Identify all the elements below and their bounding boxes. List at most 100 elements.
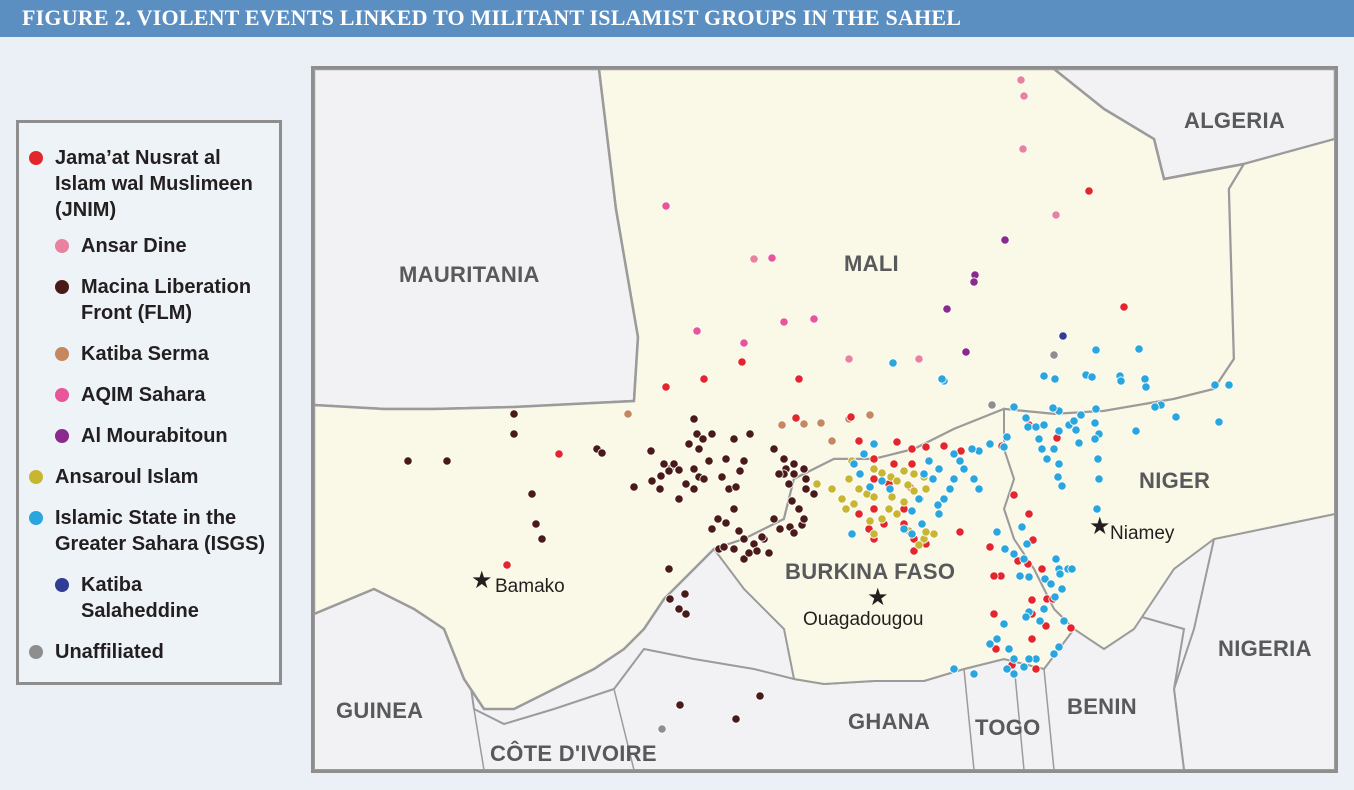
event-dot-isgs bbox=[907, 529, 917, 539]
event-dot-ad bbox=[1019, 91, 1029, 101]
event-dot-jnim bbox=[955, 527, 965, 537]
event-dot-flm bbox=[764, 548, 774, 558]
event-dot-jnim bbox=[985, 542, 995, 552]
legend-swatch-aqim bbox=[55, 388, 69, 402]
legend-swatch-jnim bbox=[29, 151, 43, 165]
event-dot-isgs bbox=[933, 500, 943, 510]
event-dot-flm bbox=[799, 514, 809, 524]
event-dot-jnim bbox=[1027, 634, 1037, 644]
event-dot-ai bbox=[884, 504, 894, 514]
event-dot-flm bbox=[787, 496, 797, 506]
label-guinea: GUINEA bbox=[336, 698, 424, 723]
event-dot-flm bbox=[674, 465, 684, 475]
event-dot-isgs bbox=[849, 459, 859, 469]
event-dot-isgs bbox=[1067, 564, 1077, 574]
event-dot-isgs bbox=[939, 494, 949, 504]
event-dot-isgs bbox=[1023, 422, 1033, 432]
event-dot-flm bbox=[769, 514, 779, 524]
event-dot-isgs bbox=[934, 464, 944, 474]
event-dot-jnim bbox=[699, 374, 709, 384]
event-dot-isgs bbox=[1057, 584, 1067, 594]
event-dot-isgs bbox=[1093, 454, 1103, 464]
event-dot-jnim bbox=[1027, 595, 1037, 605]
label-mali: MALI bbox=[844, 251, 899, 276]
event-dot-isgs bbox=[1000, 544, 1010, 554]
legend-label: Islam wal Muslimeen bbox=[55, 173, 253, 195]
event-dot-jnim bbox=[661, 382, 671, 392]
event-dot-mour bbox=[942, 304, 952, 314]
event-dot-isgs bbox=[1051, 554, 1061, 564]
event-dot-isgs bbox=[1050, 374, 1060, 384]
event-dot-isgs bbox=[1071, 425, 1081, 435]
label-burkina-faso: BURKINA FASO bbox=[785, 559, 956, 584]
legend-label: Katiba Serma bbox=[81, 343, 209, 365]
event-dot-ai bbox=[892, 509, 902, 519]
event-dot-ai bbox=[844, 474, 854, 484]
legend-label: Al Mourabitoun bbox=[81, 425, 228, 447]
event-dot-aqim bbox=[809, 314, 819, 324]
event-dot-isgs bbox=[865, 482, 875, 492]
event-dot-isgs bbox=[924, 456, 934, 466]
capital-star-icon: ★ bbox=[867, 584, 889, 611]
event-dot-isgs bbox=[1034, 434, 1044, 444]
event-dot-isgs bbox=[1002, 664, 1012, 674]
event-dot-isgs bbox=[859, 449, 869, 459]
event-dot-isgs bbox=[1092, 504, 1102, 514]
event-dot-ad bbox=[1018, 144, 1028, 154]
event-dot-isgs bbox=[937, 374, 947, 384]
legend-swatch-katiba-salaheddine bbox=[55, 578, 69, 592]
legend-label: Macina Liberation bbox=[81, 276, 252, 298]
event-dot-isgs bbox=[949, 474, 959, 484]
event-dot-isgs bbox=[1141, 382, 1151, 392]
event-dot-flm bbox=[681, 479, 691, 489]
event-dot-ai bbox=[854, 484, 864, 494]
event-dot-jnim bbox=[989, 609, 999, 619]
event-dot-isgs bbox=[877, 476, 887, 486]
event-dot-flm bbox=[674, 494, 684, 504]
event-dot-flm bbox=[527, 489, 537, 499]
event-dot-flm bbox=[739, 456, 749, 466]
event-dot-mour bbox=[1000, 235, 1010, 245]
event-dot-ks bbox=[865, 410, 875, 420]
event-dot-isgs bbox=[985, 639, 995, 649]
event-dot-ai bbox=[869, 529, 879, 539]
event-dot-ai bbox=[921, 527, 931, 537]
event-dot-aqim bbox=[767, 253, 777, 263]
event-dot-isgs bbox=[917, 519, 927, 529]
event-dot-isgs bbox=[1031, 422, 1041, 432]
event-dot-flm bbox=[769, 444, 779, 454]
event-dot-isgs bbox=[959, 464, 969, 474]
togo-benin-border bbox=[963, 663, 1055, 770]
event-dot-jnim bbox=[909, 546, 919, 556]
event-dot-flm bbox=[403, 456, 413, 466]
event-dot-isgs bbox=[885, 484, 895, 494]
event-dot-flm bbox=[669, 459, 679, 469]
event-dot-jnim bbox=[869, 504, 879, 514]
event-dot-isgs bbox=[1019, 554, 1029, 564]
event-dot-isgs bbox=[1076, 410, 1086, 420]
event-dot-isgs bbox=[1087, 372, 1097, 382]
event-dot-flm bbox=[664, 564, 674, 574]
sahel-map: MAURITANIA MALI ALGERIA NIGER BURKINA FA… bbox=[311, 66, 1338, 773]
event-dot-isgs bbox=[1050, 592, 1060, 602]
legend-label: Islamic State in the bbox=[55, 507, 237, 529]
event-dot-ai bbox=[914, 540, 924, 550]
event-dot-jnim bbox=[554, 449, 564, 459]
event-dot-isgs bbox=[1049, 649, 1059, 659]
event-dot-isgs bbox=[1017, 522, 1027, 532]
city-niamey: Niamey bbox=[1110, 523, 1175, 544]
event-dot-ai bbox=[887, 492, 897, 502]
event-dot-flm bbox=[684, 439, 694, 449]
event-dot-isgs bbox=[1069, 416, 1079, 426]
event-dot-isgs bbox=[869, 439, 879, 449]
legend-swatch-isgs bbox=[29, 511, 43, 525]
event-dot-flm bbox=[707, 429, 717, 439]
event-dot-ai bbox=[909, 486, 919, 496]
legend-label: Unaffiliated bbox=[55, 641, 164, 663]
legend-swatch-flm bbox=[55, 280, 69, 294]
legend-label: Salaheddine bbox=[81, 600, 199, 622]
event-dot-isgs bbox=[1035, 616, 1045, 626]
event-dot-un bbox=[987, 400, 997, 410]
event-dot-flm bbox=[775, 524, 785, 534]
event-dot-un bbox=[1049, 350, 1059, 360]
